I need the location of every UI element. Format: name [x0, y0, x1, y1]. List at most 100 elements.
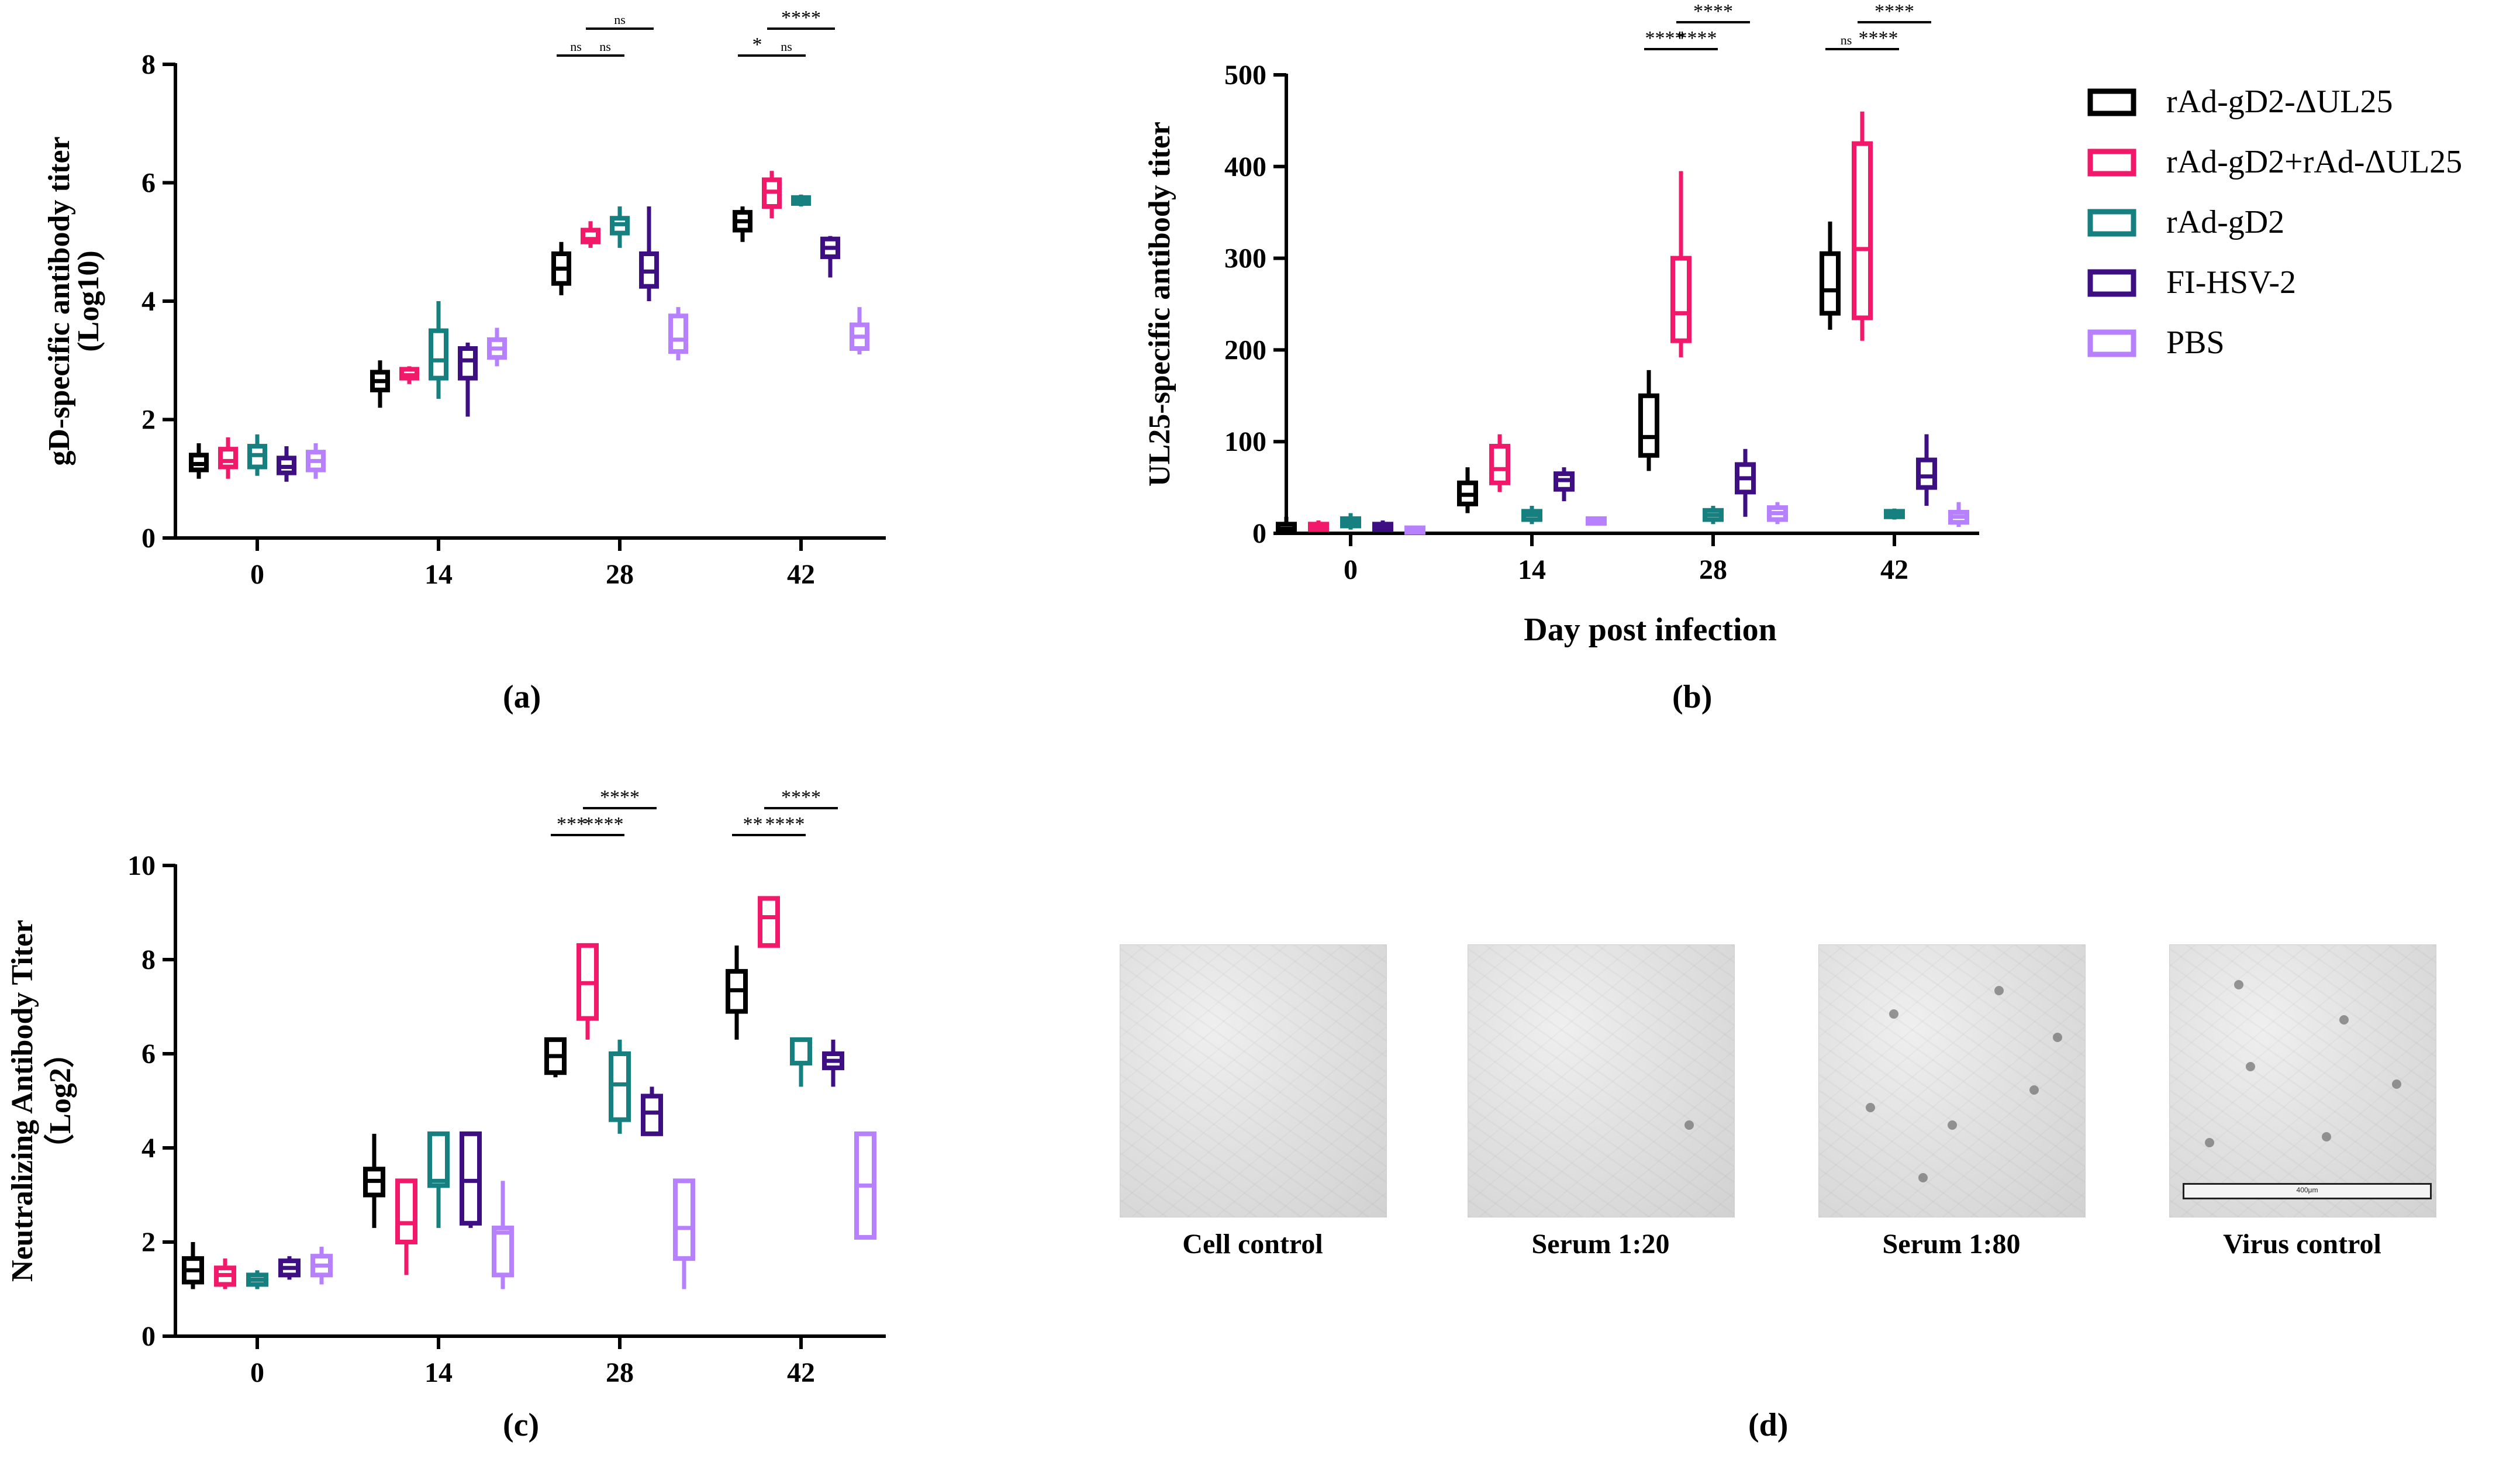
box: [1852, 141, 1873, 320]
box: [1820, 251, 1841, 316]
y-axis-label: Neutralizing Antibody Titer: [6, 920, 39, 1282]
box-plot: [1767, 502, 1788, 525]
x-tick-label: 14: [424, 1357, 453, 1388]
box-plot: [218, 437, 238, 479]
cell-debris: [1948, 1120, 1957, 1130]
box-plot: [1457, 467, 1478, 513]
micrograph-texture: [1468, 945, 1734, 1217]
x-tick-label: 14: [1518, 554, 1546, 585]
box-plot: [577, 943, 599, 1040]
box-plot: [399, 366, 419, 384]
y-tick-label: 6: [141, 168, 156, 199]
box: [458, 346, 478, 381]
y-tick-label: 100: [1224, 426, 1266, 457]
x-tick-label: 42: [787, 1357, 815, 1388]
significance-label: ****: [600, 787, 640, 808]
box: [460, 1131, 482, 1226]
box-plot: [1820, 221, 1841, 330]
box-plot: [609, 1039, 631, 1134]
cell-debris: [1918, 1173, 1928, 1182]
significance-label: ****: [781, 7, 821, 29]
chart-c: 0 2 4 6 8 10 0 14 28 42 Neutralizing Antibody Tite…: [6, 787, 886, 1388]
x-tick-label: 14: [424, 559, 453, 590]
box-plot: [1852, 111, 1873, 341]
box-plot: [762, 171, 782, 219]
micrograph-virus-control: 400μm: [2169, 944, 2436, 1217]
box-plot: [733, 206, 752, 242]
box-plot: [395, 1178, 417, 1275]
box: [758, 896, 780, 948]
x-tick-label: 42: [1880, 554, 1908, 585]
box-plot: [310, 1247, 333, 1285]
cell-debris: [1889, 1009, 1898, 1019]
significance-label: ****: [765, 813, 805, 835]
y-axis-label: （Log2）: [43, 1037, 77, 1164]
legend-label: rAd-gD2-ΔUL25: [2166, 84, 2393, 120]
box-plot: [247, 434, 267, 476]
legend-swatch: [2087, 88, 2136, 116]
box-plot: [214, 1258, 236, 1289]
box: [427, 1131, 450, 1188]
cell-debris: [2246, 1062, 2255, 1071]
x-tick-label: 0: [1344, 554, 1358, 585]
cell-debris: [2234, 980, 2243, 989]
box-plot: [306, 443, 326, 479]
box-plot: [1735, 449, 1756, 517]
cell-debris: [2053, 1033, 2062, 1042]
y-axis-label: (Log10): [72, 250, 105, 351]
box: [1638, 393, 1659, 458]
cell-debris: [1684, 1120, 1694, 1130]
significance-label: ns: [614, 12, 626, 27]
box-plot: [1916, 434, 1937, 506]
legend-swatch: [2087, 329, 2136, 357]
x-tick-label: 0: [250, 559, 264, 590]
panel-label-c: (c): [503, 1407, 540, 1443]
y-axis-label: UL25-specific antibody titer: [1143, 122, 1176, 487]
panel-label-d: (d): [1748, 1407, 1789, 1443]
y-tick-label: 400: [1224, 151, 1266, 182]
legend-swatch: [2087, 209, 2136, 237]
box-plot: [668, 307, 688, 361]
box-plot: [641, 1087, 663, 1136]
box-plot: [458, 342, 478, 417]
chart-a: 0 2 4 6 8 0 14 28 42 gD-specific antibody titer(L…: [43, 7, 886, 590]
box-plot: [277, 446, 296, 482]
box: [790, 1037, 812, 1066]
box-plot: [544, 1037, 567, 1078]
x-tick-label: 28: [606, 559, 634, 590]
y-axis-label: gD-specific antibody titer: [43, 136, 76, 465]
box-plot: [610, 206, 630, 248]
x-tick-label: 28: [606, 1357, 634, 1388]
significance-label: ****: [1875, 1, 1914, 22]
micrograph-serum-1-80: [1818, 944, 2086, 1217]
box: [218, 447, 238, 470]
legend-swatch: [2087, 269, 2136, 297]
y-tick-label: 0: [1252, 518, 1266, 549]
box: [492, 1225, 514, 1278]
box-plot: [551, 242, 571, 295]
cell-debris: [1866, 1103, 1875, 1112]
y-tick-label: 2: [141, 1227, 156, 1258]
significance-label: ****: [1693, 1, 1733, 22]
legend-label: PBS: [2166, 325, 2225, 361]
box: [673, 1178, 695, 1261]
legend-label: rAd-gD2+rAd-ΔUL25: [2166, 144, 2462, 180]
box-plot: [1308, 520, 1329, 532]
significance-label: ****: [1645, 27, 1685, 49]
box-plot: [1372, 520, 1393, 532]
micrograph-texture: [1120, 945, 1386, 1217]
legend-label: FI-HSV-2: [2166, 264, 2296, 301]
caption-cell-control: Cell control: [1182, 1229, 1323, 1260]
micrograph-cell-control: [1120, 944, 1387, 1217]
legend-label: rAd-gD2: [2166, 204, 2284, 240]
box-plot: [1554, 467, 1575, 502]
micrograph-texture: [1819, 945, 2085, 1217]
box-plot: [246, 1270, 268, 1289]
box: [1489, 444, 1510, 485]
box-plot: [581, 221, 600, 248]
box-plot: [427, 1131, 450, 1228]
box: [395, 1178, 417, 1244]
chart-b: 0 100 200 300 400 500 0 14 28 42 UL25-specific ant…: [1143, 1, 1979, 648]
box: [641, 1094, 663, 1136]
box-plot: [726, 945, 748, 1040]
